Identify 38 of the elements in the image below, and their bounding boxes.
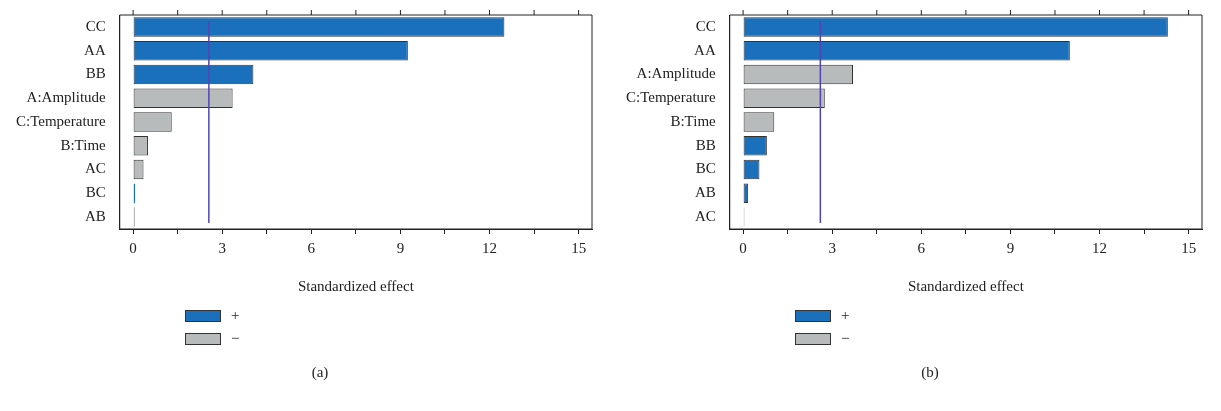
- x-tick-label: 12: [482, 239, 498, 256]
- legend-label: +: [841, 307, 850, 324]
- y-tick-label: BB: [695, 136, 716, 153]
- x-tick-label: 15: [1181, 239, 1197, 256]
- y-tick-label: AA: [84, 41, 106, 58]
- y-tick-label: B:Time: [60, 136, 107, 153]
- x-tick-label: 12: [1092, 239, 1108, 256]
- y-tick-label: AA: [694, 41, 716, 58]
- x-tick-label: 0: [129, 239, 137, 256]
- y-tick-label: CC: [85, 17, 106, 34]
- legend-label: −: [841, 330, 850, 347]
- x-tick-label: 9: [1006, 239, 1015, 256]
- y-tick-label: AC: [694, 208, 716, 225]
- y-tick-label: C:Temperature: [625, 89, 717, 106]
- legend-label: −: [231, 330, 240, 347]
- text: (a): [310, 364, 330, 381]
- y-tick-label: BB: [85, 65, 106, 82]
- y-tick-label: A:Amplitude: [26, 89, 107, 106]
- y-tick-label: B:Time: [670, 112, 717, 129]
- x-tick-label: 6: [917, 239, 926, 256]
- text: (b): [920, 364, 940, 381]
- x-axis-title: Standardized effect: [907, 277, 1025, 294]
- x-tick-label: 6: [307, 239, 316, 256]
- y-tick-label: BC: [695, 160, 716, 177]
- x-tick-label: 3: [218, 239, 226, 256]
- x-tick-label: 9: [396, 239, 405, 256]
- x-axis-title: Standardized effect: [297, 277, 415, 294]
- x-tick-label: 15: [571, 239, 587, 256]
- y-tick-label: CC: [695, 17, 716, 34]
- y-tick-label: AC: [84, 160, 106, 177]
- x-tick-label: 0: [739, 239, 747, 256]
- y-tick-label: C:Temperature: [15, 112, 107, 129]
- y-tick-label: AB: [694, 184, 716, 201]
- y-tick-label: AB: [84, 208, 106, 225]
- y-tick-label: A:Amplitude: [636, 65, 717, 82]
- y-tick-label: BC: [85, 184, 106, 201]
- legend-label: +: [231, 307, 240, 324]
- x-tick-label: 3: [828, 239, 836, 256]
